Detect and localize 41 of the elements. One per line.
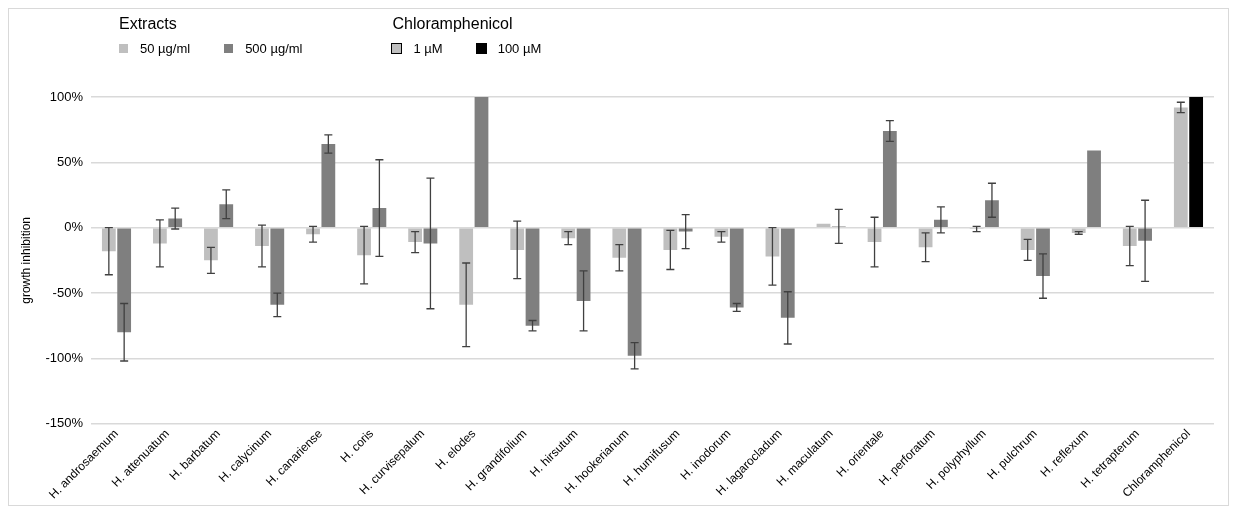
bar [204,228,218,261]
text: Extracts [119,15,178,33]
bar [612,228,627,258]
bar [168,218,183,227]
bar [882,130,897,227]
y-tick-label: -50% [52,284,84,300]
y-tick-label: 0% [64,219,84,235]
bar [459,228,474,305]
bar [663,228,678,250]
bar [729,228,744,308]
text: Chloramphenicol [392,15,514,33]
legend-label: 500 µg/ml [245,41,303,56]
bar [474,97,489,227]
bar [561,228,576,239]
bar [219,204,234,227]
bar [372,208,387,227]
bar [627,228,642,356]
bar [1122,228,1137,246]
bar [510,228,525,250]
bar [1173,107,1188,227]
bar [321,144,336,227]
x-tick-label: H. coris [337,426,377,466]
legend-label: 100 µM [497,41,542,56]
bar [1036,228,1050,277]
bar [101,228,116,252]
y-tick-label: 100% [49,88,84,104]
bar [576,228,591,301]
bar [270,228,285,305]
bar [678,228,693,232]
bar [1020,228,1035,250]
legend-label: 1 µM [413,41,443,56]
y-tick-label: -100% [45,349,84,365]
y-tick-label: 50% [56,153,84,169]
bar [1087,150,1101,227]
bar [780,228,795,318]
y-tick-label: -150% [45,415,84,431]
bar [525,228,540,326]
legend-label: 50 µg/ml [140,41,191,56]
bar [1189,97,1204,227]
bar [117,228,132,333]
y-axis-title: growth inhibition [18,217,33,304]
